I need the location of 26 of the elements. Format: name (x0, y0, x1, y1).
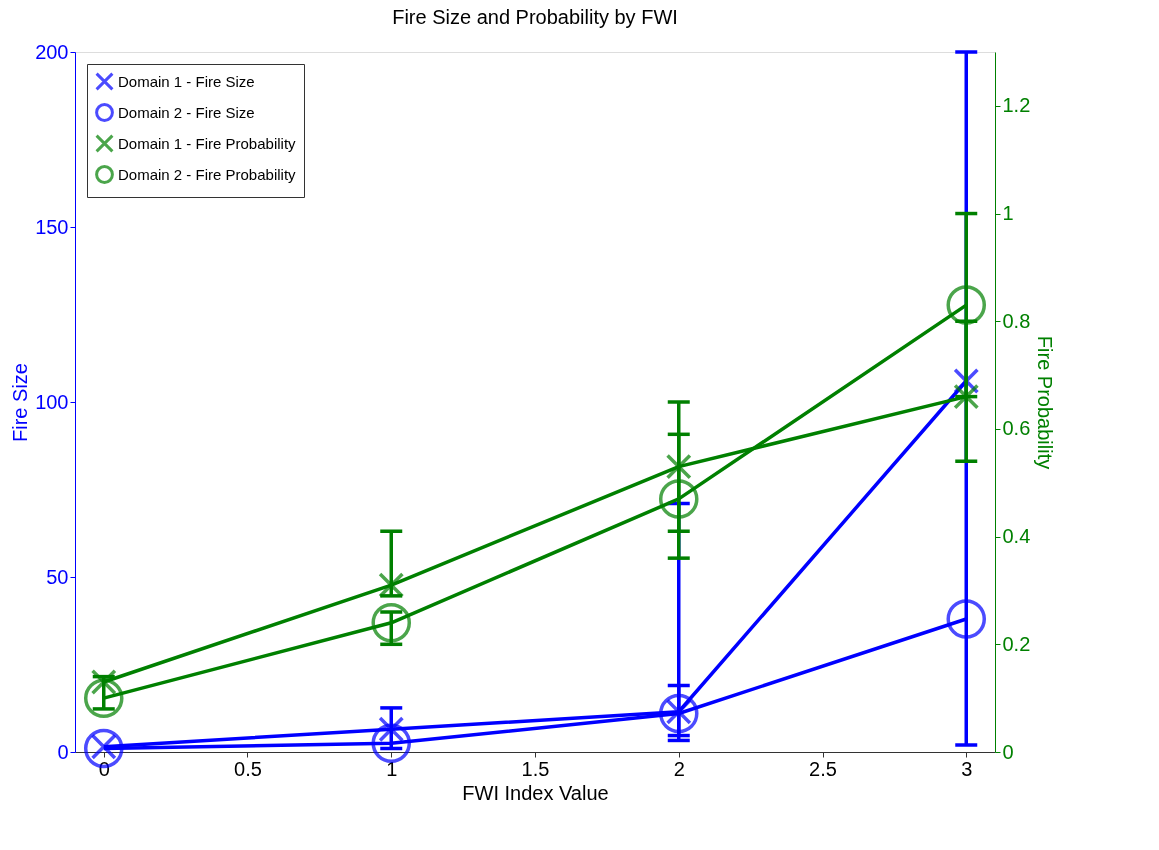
y2-tick-label: 1.2 (1002, 94, 1031, 117)
y-tick-label: 50 (46, 565, 69, 588)
x-axis-title: FWI Index Value (462, 781, 609, 804)
y2-tick-label: 1 (1002, 202, 1014, 225)
chart-title: Fire Size and Probability by FWI (392, 6, 678, 28)
y-tick-label: 150 (35, 215, 69, 238)
y-tick-label: 200 (35, 40, 69, 63)
legend-label: Domain 1 - Fire Size (118, 72, 255, 90)
legend-label: Domain 1 - Fire Probability (118, 134, 297, 152)
x-tick-label: 1.5 (521, 757, 550, 780)
y2-axis-title: Fire Probability (1034, 335, 1057, 470)
x-tick-label: 0.5 (234, 757, 262, 780)
y-axis-title: Fire Size (9, 363, 32, 442)
y-tick-label: 100 (35, 390, 69, 413)
x-tick-label: 1 (386, 757, 398, 780)
y2-tick-label: 0.8 (1002, 309, 1031, 332)
x-tick-label: 3 (961, 757, 973, 780)
legend-label: Domain 2 - Fire Probability (118, 165, 297, 183)
y2-tick-label: 0.2 (1002, 632, 1031, 655)
legend-label: Domain 2 - Fire Size (118, 103, 255, 121)
y-tick-label: 0 (57, 740, 69, 763)
y2-tick-label: 0 (1002, 740, 1014, 763)
x-tick-label: 2.5 (809, 757, 837, 780)
y2-tick-label: 0.4 (1002, 525, 1031, 548)
y2-tick-label: 0.6 (1002, 417, 1031, 440)
x-tick-label: 2 (673, 757, 685, 780)
